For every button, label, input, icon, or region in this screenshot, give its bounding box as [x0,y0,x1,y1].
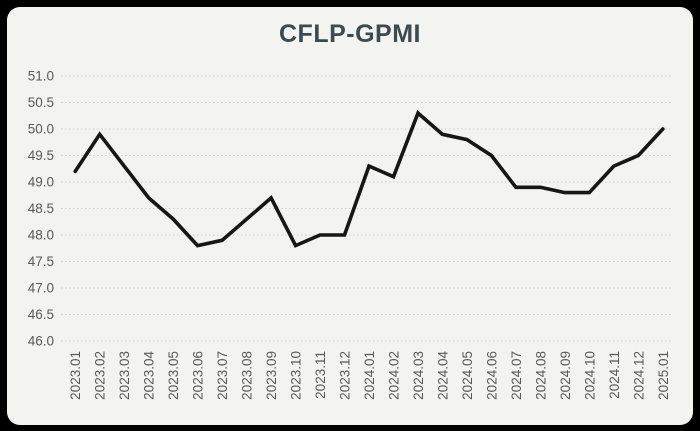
x-axis-tick-label: 2023.04 [142,351,157,400]
x-axis-tick-label: 2024.01 [362,351,377,400]
y-axis-tick-label: 48.0 [28,228,54,243]
x-axis-tick-label: 2024.04 [435,351,450,400]
x-axis-tick-label: 2025.01 [656,351,671,400]
y-axis-tick-label: 50.0 [28,122,54,137]
y-axis-tick-label: 50.5 [28,95,54,110]
y-axis-tick-label: 48.5 [28,201,54,216]
line-chart: 46.0 46.5 47.0 47.5 48.0 48.5 49.0 49.5 50.0 50.5… [28,69,672,400]
x-axis-tick-label: 2023.11 [313,351,328,399]
x-axis-tick-label: 2023.12 [338,351,353,400]
chart-title: CFLP-GPMI [279,20,421,48]
data-line-series [73,110,665,248]
x-axis-tick-label: 2024.12 [631,351,646,400]
x-axis-tick-label: 2023.03 [117,351,132,400]
x-axis-tick-label: 2023.09 [264,351,279,400]
y-axis-tick-label: 46.0 [28,334,54,349]
x-axis-tick-label: 2024.06 [484,351,499,400]
x-axis-tick-label: 2023.02 [93,351,108,400]
y-axis-tick-label: 49.5 [28,148,54,163]
y-axis-tick-label: 46.5 [28,307,54,322]
y-axis-tick-label: 47.0 [28,281,54,296]
x-axis-tick-label: 2024.05 [460,351,475,400]
x-axis-tick-label: 2024.11 [607,351,622,399]
x-axis-tick-label: 2023.01 [68,351,83,400]
y-axis-tick-label: 47.5 [28,254,54,269]
x-axis-tick-label: 2023.07 [215,351,230,400]
x-axis-tick-label: 2023.06 [191,351,206,400]
x-axis-tick-label: 2024.03 [411,351,426,400]
y-axis-tick-label: 49.0 [28,175,54,190]
y-axis-tick-label: 51.0 [28,69,54,84]
chart-card: CFLP-GPMI 46.0 46.5 47.0 47.5 48.0 48.5 49.0 49… [7,7,693,425]
x-axis-tick-label: 2024.08 [533,351,548,400]
x-axis-tick-label: 2024.02 [386,351,401,400]
x-axis-tick-label: 2024.10 [582,351,597,400]
x-axis-tick-label: 2024.07 [509,351,524,400]
x-axis-tick-label: 2023.10 [289,351,304,400]
x-axis-tick-label: 2023.08 [240,351,255,400]
x-axis-tick-label: 2023.05 [166,351,181,400]
x-axis-tick-label: 2024.09 [558,351,573,400]
